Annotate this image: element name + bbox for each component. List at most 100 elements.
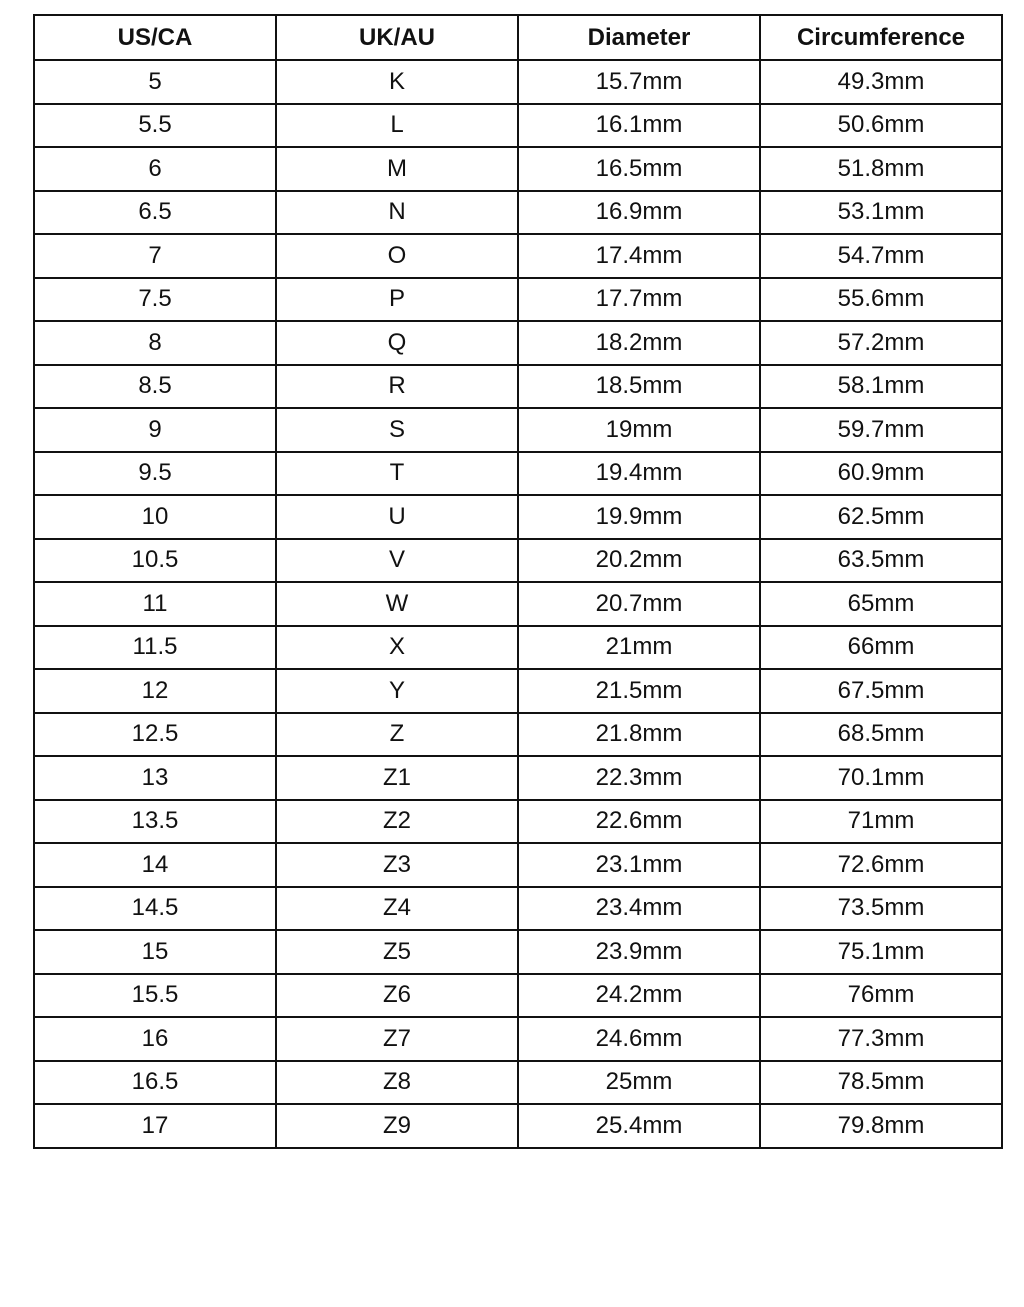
cell-circumference: 75.1mm (759, 929, 1003, 975)
cell-circumference: 55.6mm (759, 276, 1003, 322)
table-row: 16.5 Z8 25mm 78.5mm (33, 1059, 1003, 1105)
column-header-diameter: Diameter (517, 14, 761, 61)
table-row: 10.5 V 20.2mm 63.5mm (33, 537, 1003, 583)
cell-us-ca: 9.5 (33, 450, 277, 496)
cell-us-ca: 5.5 (33, 102, 277, 148)
cell-diameter: 17.4mm (517, 233, 761, 279)
cell-circumference: 71mm (759, 798, 1003, 844)
cell-uk-au: V (275, 537, 519, 583)
cell-diameter: 20.7mm (517, 581, 761, 627)
cell-circumference: 79.8mm (759, 1103, 1003, 1149)
cell-circumference: 58.1mm (759, 363, 1003, 409)
cell-uk-au: Z6 (275, 972, 519, 1018)
cell-us-ca: 8 (33, 320, 277, 366)
column-header-circumference: Circumference (759, 14, 1003, 61)
cell-uk-au: O (275, 233, 519, 279)
cell-diameter: 19.9mm (517, 494, 761, 540)
cell-diameter: 19mm (517, 407, 761, 453)
cell-circumference: 50.6mm (759, 102, 1003, 148)
cell-uk-au: L (275, 102, 519, 148)
cell-uk-au: Z8 (275, 1059, 519, 1105)
cell-us-ca: 6.5 (33, 189, 277, 235)
table-row: 11.5 X 21mm 66mm (33, 624, 1003, 670)
table-row: 13.5 Z2 22.6mm 71mm (33, 798, 1003, 844)
cell-uk-au: Z7 (275, 1016, 519, 1062)
cell-diameter: 16.5mm (517, 146, 761, 192)
cell-us-ca: 14.5 (33, 885, 277, 931)
cell-uk-au: Z9 (275, 1103, 519, 1149)
cell-uk-au: P (275, 276, 519, 322)
cell-us-ca: 16 (33, 1016, 277, 1062)
table-row: 10 U 19.9mm 62.5mm (33, 494, 1003, 540)
cell-circumference: 73.5mm (759, 885, 1003, 931)
cell-diameter: 21mm (517, 624, 761, 670)
cell-diameter: 23.4mm (517, 885, 761, 931)
table-row: 6 M 16.5mm 51.8mm (33, 146, 1003, 192)
table-row: 6.5 N 16.9mm 53.1mm (33, 189, 1003, 235)
cell-us-ca: 9 (33, 407, 277, 453)
cell-circumference: 70.1mm (759, 755, 1003, 801)
table-row: 12 Y 21.5mm 67.5mm (33, 668, 1003, 714)
cell-us-ca: 15.5 (33, 972, 277, 1018)
table-row: 13 Z1 22.3mm 70.1mm (33, 755, 1003, 801)
ring-size-table: US/CA UK/AU Diameter Circumference 5 K 15.7mm… (33, 14, 1003, 1149)
cell-us-ca: 14 (33, 842, 277, 888)
cell-us-ca: 5 (33, 59, 277, 105)
table-row: 5 K 15.7mm 49.3mm (33, 59, 1003, 105)
cell-uk-au: Y (275, 668, 519, 714)
cell-circumference: 63.5mm (759, 537, 1003, 583)
column-header-us-ca: US/CA (33, 14, 277, 61)
cell-circumference: 57.2mm (759, 320, 1003, 366)
cell-circumference: 72.6mm (759, 842, 1003, 888)
cell-diameter: 23.1mm (517, 842, 761, 888)
cell-uk-au: Z5 (275, 929, 519, 975)
cell-circumference: 77.3mm (759, 1016, 1003, 1062)
cell-diameter: 15.7mm (517, 59, 761, 105)
cell-uk-au: R (275, 363, 519, 409)
table-row: 5.5 L 16.1mm 50.6mm (33, 102, 1003, 148)
cell-us-ca: 17 (33, 1103, 277, 1149)
cell-us-ca: 13 (33, 755, 277, 801)
cell-us-ca: 10.5 (33, 537, 277, 583)
cell-uk-au: N (275, 189, 519, 235)
cell-circumference: 65mm (759, 581, 1003, 627)
table-row: 7 O 17.4mm 54.7mm (33, 233, 1003, 279)
table-row: 11 W 20.7mm 65mm (33, 581, 1003, 627)
cell-us-ca: 7.5 (33, 276, 277, 322)
cell-uk-au: Q (275, 320, 519, 366)
cell-uk-au: W (275, 581, 519, 627)
cell-circumference: 62.5mm (759, 494, 1003, 540)
table-row: 12.5 Z 21.8mm 68.5mm (33, 711, 1003, 757)
cell-uk-au: U (275, 494, 519, 540)
cell-circumference: 59.7mm (759, 407, 1003, 453)
cell-circumference: 49.3mm (759, 59, 1003, 105)
cell-uk-au: T (275, 450, 519, 496)
table-row: 15 Z5 23.9mm 75.1mm (33, 929, 1003, 975)
cell-circumference: 54.7mm (759, 233, 1003, 279)
cell-diameter: 23.9mm (517, 929, 761, 975)
cell-diameter: 24.6mm (517, 1016, 761, 1062)
cell-us-ca: 15 (33, 929, 277, 975)
table-row: 17 Z9 25.4mm 79.8mm (33, 1103, 1003, 1149)
table-row: 9 S 19mm 59.7mm (33, 407, 1003, 453)
cell-circumference: 60.9mm (759, 450, 1003, 496)
cell-uk-au: S (275, 407, 519, 453)
cell-diameter: 18.2mm (517, 320, 761, 366)
cell-diameter: 24.2mm (517, 972, 761, 1018)
cell-diameter: 21.8mm (517, 711, 761, 757)
cell-us-ca: 16.5 (33, 1059, 277, 1105)
cell-diameter: 22.6mm (517, 798, 761, 844)
cell-circumference: 68.5mm (759, 711, 1003, 757)
table-row: 14.5 Z4 23.4mm 73.5mm (33, 885, 1003, 931)
cell-diameter: 16.9mm (517, 189, 761, 235)
cell-circumference: 53.1mm (759, 189, 1003, 235)
cell-diameter: 17.7mm (517, 276, 761, 322)
cell-us-ca: 12.5 (33, 711, 277, 757)
cell-diameter: 19.4mm (517, 450, 761, 496)
table-row: 7.5 P 17.7mm 55.6mm (33, 276, 1003, 322)
cell-us-ca: 6 (33, 146, 277, 192)
cell-uk-au: Z3 (275, 842, 519, 888)
column-header-uk-au: UK/AU (275, 14, 519, 61)
cell-circumference: 51.8mm (759, 146, 1003, 192)
table-row: 16 Z7 24.6mm 77.3mm (33, 1016, 1003, 1062)
